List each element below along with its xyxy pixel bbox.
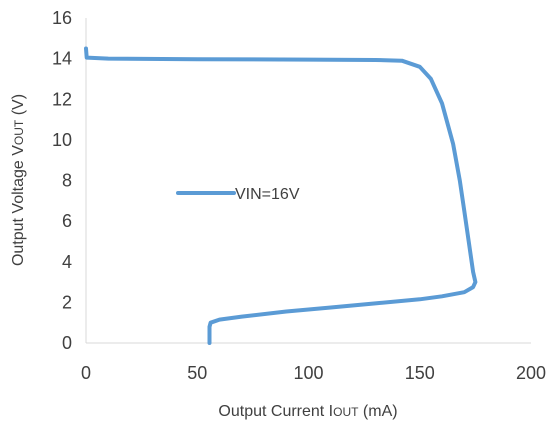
series-line-0 xyxy=(84,46,478,345)
x-tick-label: 100 xyxy=(293,363,323,383)
x-axis-title: Output Current IOUT (mA) xyxy=(218,403,397,420)
y-axis-title-sub: OUT xyxy=(12,119,26,145)
x-tick-labels: 0 50 100 150 200 xyxy=(81,363,546,383)
y-tick-label: 2 xyxy=(62,292,72,312)
y-tick-label: 6 xyxy=(62,211,72,231)
y-tick-label: 8 xyxy=(62,171,72,191)
series-group xyxy=(84,46,478,345)
legend-label: VIN=16V xyxy=(235,186,300,203)
y-tick-labels: 0 2 4 6 8 10 12 14 16 xyxy=(52,8,72,353)
y-tick-label: 4 xyxy=(62,252,72,272)
x-tick-label: 50 xyxy=(187,363,207,383)
y-tick-label: 16 xyxy=(52,8,72,28)
y-axis-title: Output Voltage VOUT (V) xyxy=(10,94,27,266)
y-axis-title-main: Output Voltage V xyxy=(10,145,27,266)
x-tick-label: 0 xyxy=(81,363,91,383)
y-tick-label: 12 xyxy=(52,89,72,109)
x-tick-label: 200 xyxy=(516,363,546,383)
y-tick-label: 0 xyxy=(62,333,72,353)
y-axis-title-tail: (V) xyxy=(10,94,27,120)
legend: VIN=16V xyxy=(176,186,300,203)
x-tick-label: 150 xyxy=(405,363,435,383)
y-tick-label: 10 xyxy=(52,130,72,150)
x-axis-title-main: Output Current I xyxy=(218,403,333,420)
x-axis-title-tail: (mA) xyxy=(358,403,397,420)
x-axis-title-sub: OUT xyxy=(333,405,359,419)
y-tick-label: 14 xyxy=(52,49,72,69)
